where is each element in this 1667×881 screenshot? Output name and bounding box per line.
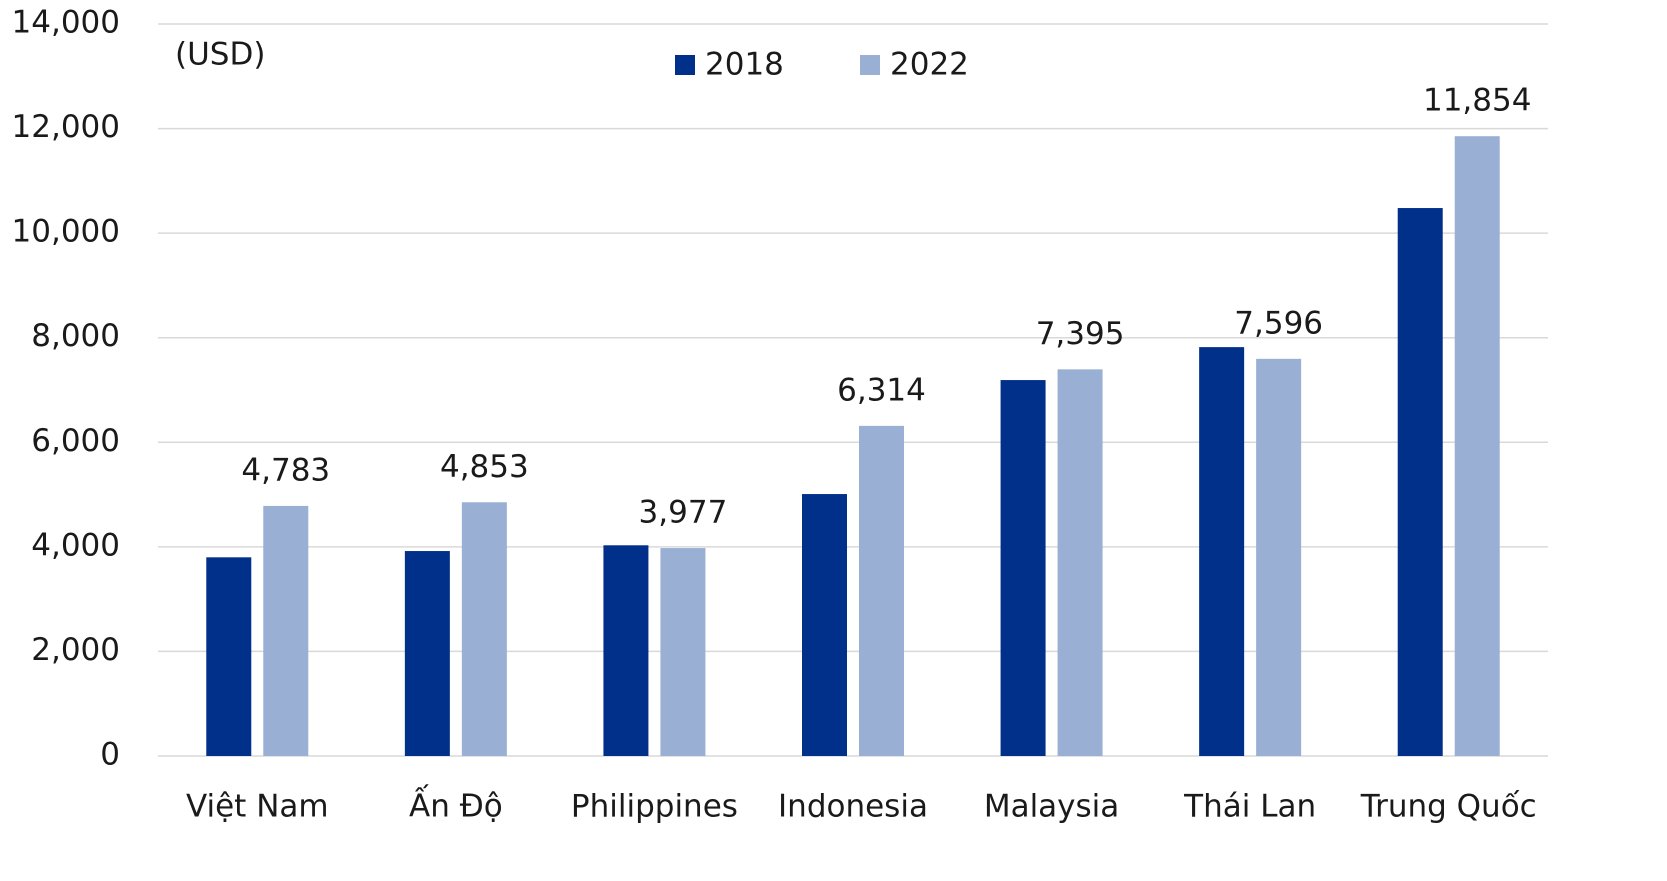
x-tick-label: Ấn Độ xyxy=(409,786,503,825)
data-label: 4,783 xyxy=(241,452,330,488)
bar xyxy=(802,494,847,756)
data-label: 7,395 xyxy=(1036,316,1125,352)
data-label: 6,314 xyxy=(837,372,926,408)
x-tick-label: Việt Nam xyxy=(186,789,329,825)
data-label: 4,853 xyxy=(440,449,529,485)
bar xyxy=(1256,358,1302,756)
bar xyxy=(1000,380,1046,756)
x-tick-label: Indonesia xyxy=(778,789,928,825)
data-label: 3,977 xyxy=(639,495,728,531)
legend-label: 2022 xyxy=(890,47,969,83)
y-tick-label: 8,000 xyxy=(31,318,120,354)
y-tick-label: 10,000 xyxy=(12,214,120,250)
bar xyxy=(859,425,904,756)
y-tick-label: 6,000 xyxy=(31,423,120,459)
bar xyxy=(603,545,649,756)
y-tick-label: 4,000 xyxy=(31,527,120,563)
x-tick-label: Philippines xyxy=(571,789,738,825)
bar xyxy=(660,548,706,756)
bar xyxy=(461,502,507,756)
bar xyxy=(1454,136,1500,756)
legend-swatch xyxy=(675,55,695,75)
x-tick-label: Malaysia xyxy=(984,789,1119,825)
x-tick-label: Trung Quốc xyxy=(1360,789,1537,825)
y-tick-label: 0 xyxy=(100,737,120,773)
y-tick-label: 12,000 xyxy=(12,109,120,145)
y-tick-label: 14,000 xyxy=(12,5,120,41)
bar xyxy=(1397,208,1443,756)
y-tick-label: 2,000 xyxy=(31,632,120,668)
unit-annotation: (USD) xyxy=(175,37,265,73)
bar xyxy=(206,557,252,756)
x-tick-label: Thái Lan xyxy=(1183,789,1316,825)
bar xyxy=(1199,347,1245,756)
bar xyxy=(263,505,309,756)
data-label: 7,596 xyxy=(1234,305,1323,341)
bar xyxy=(404,551,450,756)
data-label: 11,854 xyxy=(1423,83,1531,119)
legend-swatch xyxy=(860,55,880,75)
legend-label: 2018 xyxy=(705,47,784,83)
bar xyxy=(1057,369,1103,756)
